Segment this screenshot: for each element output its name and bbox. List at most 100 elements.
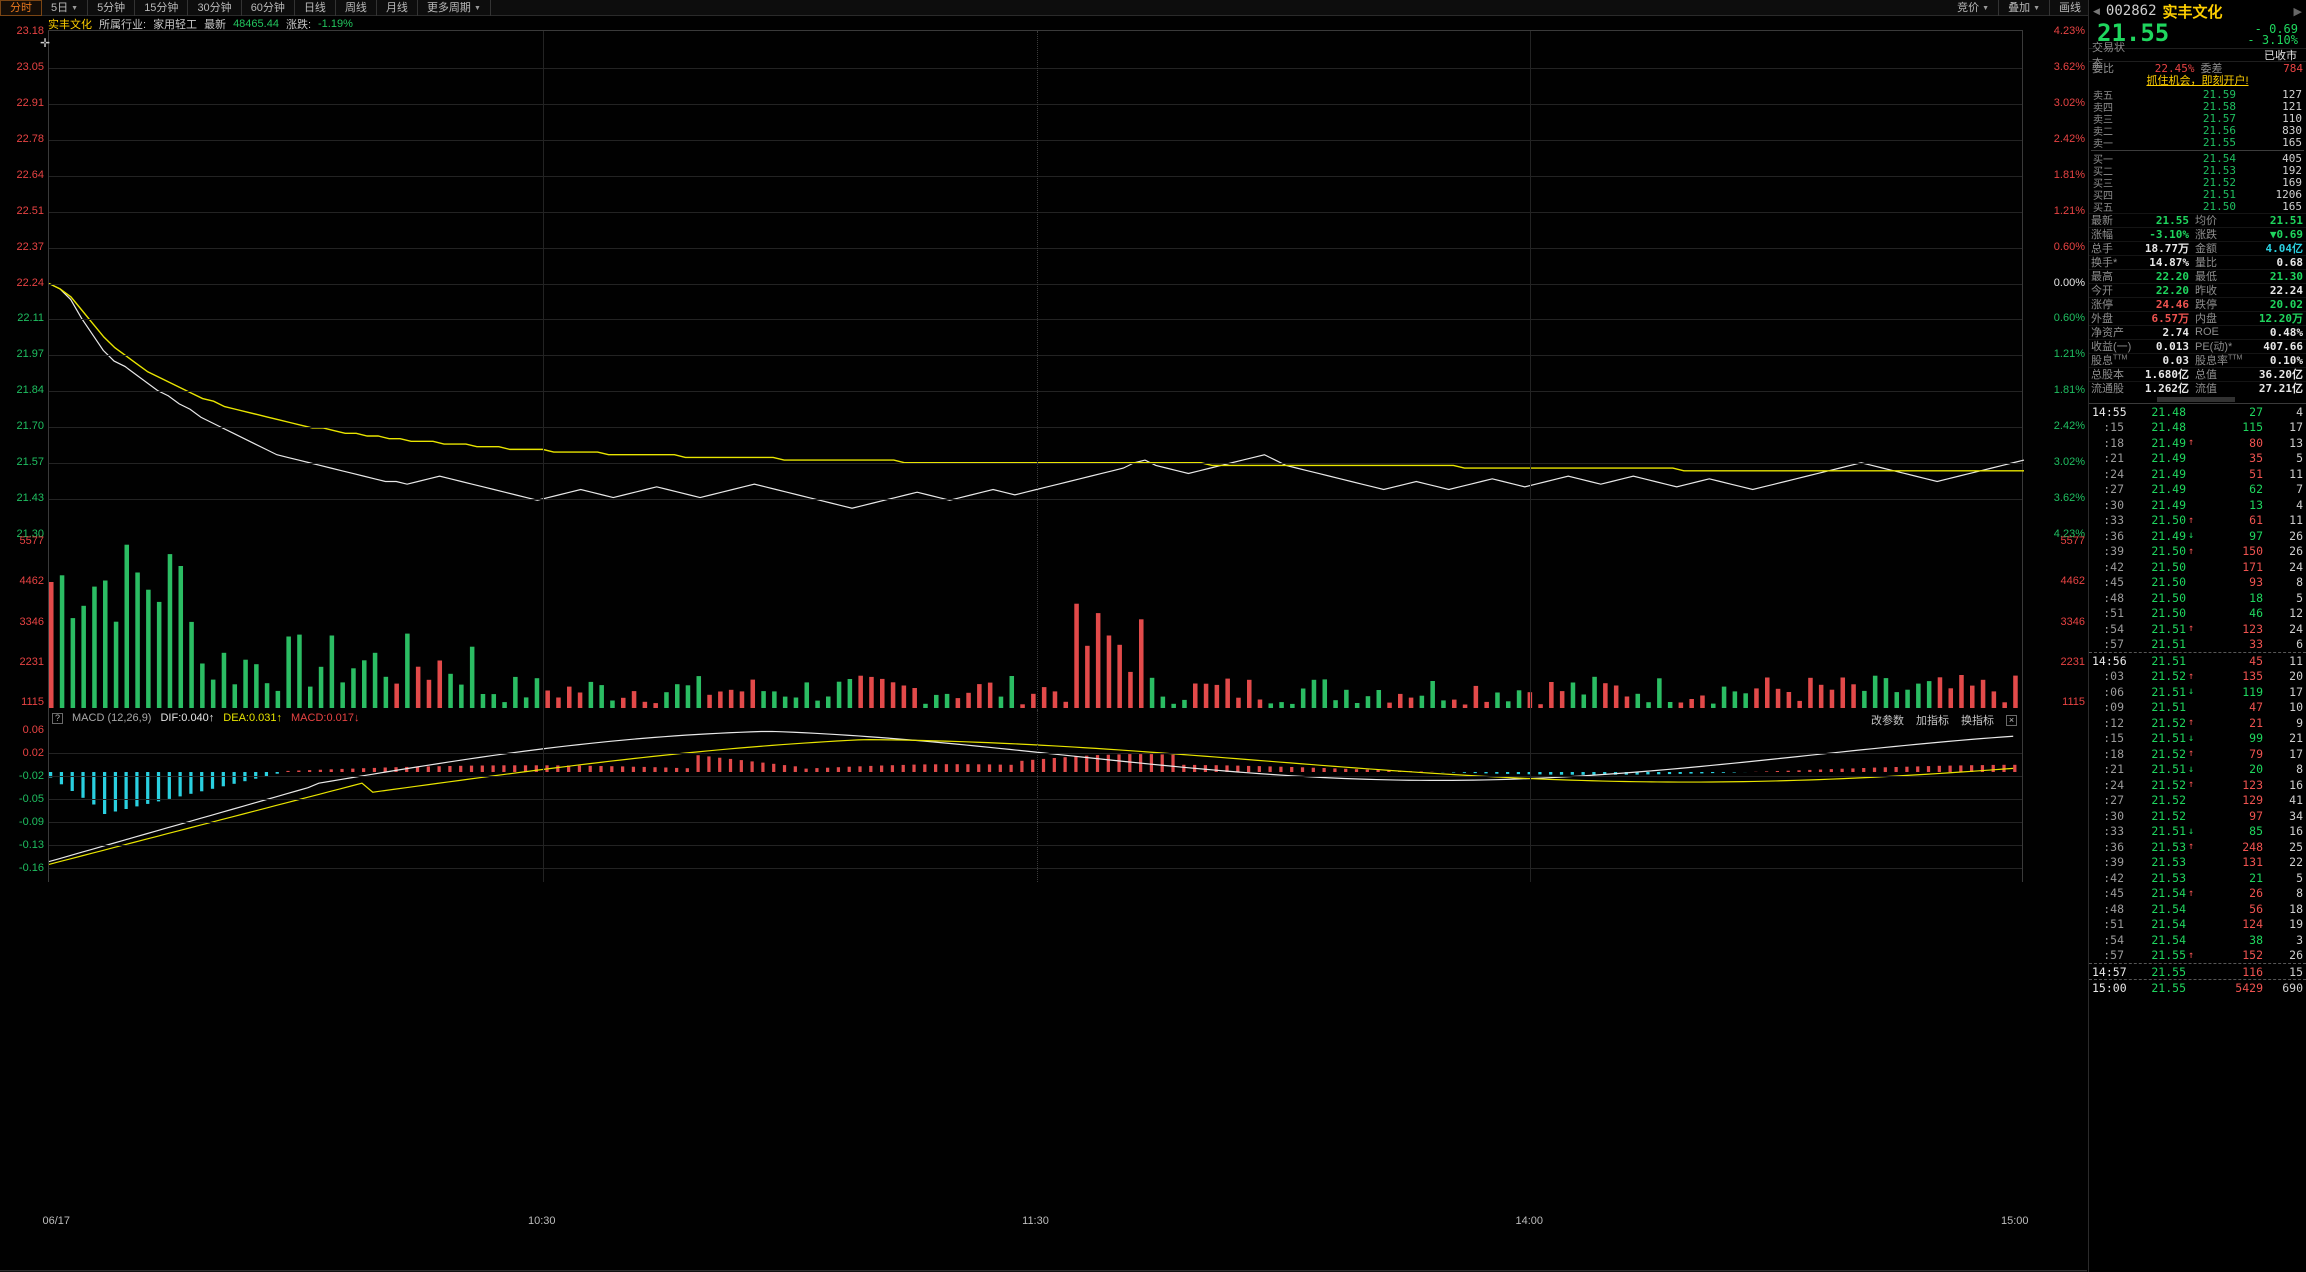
bid-row[interactable]: 买五 21.50 165 — [2089, 200, 2306, 214]
tick-row[interactable]: :30 21.52 97 34 — [2089, 808, 2306, 824]
tick-row[interactable]: :24 21.49 51 11 — [2089, 466, 2306, 482]
macd-action-params[interactable]: 改参数 — [1871, 715, 1904, 727]
tick-row[interactable]: :48 21.50 18 5 — [2089, 590, 2306, 606]
chart-area[interactable]: 23.18 23.05 22.91 22.78 22.64 22.51 22.37 22.24… — [0, 25, 2087, 1272]
bid-row[interactable]: 买三 21.52 169 — [2089, 176, 2306, 190]
tick-row[interactable]: :33 21.50 ↑ 61 11 — [2089, 512, 2306, 528]
tick-row[interactable]: :30 21.49 13 4 — [2089, 497, 2306, 513]
tick-price: 21.50 — [2151, 513, 2186, 528]
volume-bar — [1279, 702, 1284, 708]
volume-plot[interactable] — [48, 535, 2023, 710]
tick-row[interactable]: :51 21.50 46 12 — [2089, 605, 2306, 621]
resize-grip[interactable] — [2157, 396, 2235, 402]
tick-row[interactable]: :15 21.51 ↓ 99 21 — [2089, 730, 2306, 746]
stat-value: 4.04亿 — [2265, 242, 2304, 256]
close-icon[interactable]: × — [2006, 714, 2017, 726]
tick-row[interactable]: :03 21.52 ↑ 135 20 — [2089, 668, 2306, 684]
tick-row[interactable]: :45 21.54 ↑ 26 8 — [2089, 885, 2306, 901]
macd-action-add[interactable]: 加指标 — [1916, 715, 1949, 727]
ask-row[interactable]: 卖三 21.57 110 — [2089, 112, 2306, 126]
period-tab-7[interactable]: 周线 — [336, 0, 377, 16]
industry-value[interactable]: 家用轻工 — [153, 19, 198, 31]
period-tab-5[interactable]: 60分钟 — [242, 0, 295, 16]
price-panel[interactable]: 23.18 23.05 22.91 22.78 22.64 22.51 22.37 22.24… — [0, 25, 2087, 540]
period-tab-4[interactable]: 30分钟 — [188, 0, 242, 16]
tick-row[interactable]: :36 21.53 ↑ 248 25 — [2089, 839, 2306, 855]
price-plot[interactable] — [48, 30, 2025, 535]
chevron-down-icon[interactable]: ▼ — [1982, 4, 1990, 12]
view-tool-2[interactable]: 画线 — [2050, 0, 2092, 16]
tick-row[interactable]: :33 21.51 ↓ 85 16 — [2089, 823, 2306, 839]
tick-row[interactable]: 14:56 21.51 45 11 — [2089, 653, 2306, 669]
macd-histogram-bar — [1063, 757, 1067, 772]
period-tab-1[interactable]: 5日 ▼ — [42, 0, 89, 16]
tick-row[interactable]: :57 21.51 33 6 — [2089, 636, 2306, 652]
tick-row[interactable]: :51 21.54 124 19 — [2089, 916, 2306, 932]
tick-row[interactable]: :18 21.49 ↑ 80 13 — [2089, 435, 2306, 451]
period-tab-3[interactable]: 15分钟 — [135, 0, 189, 16]
help-icon[interactable]: ? — [52, 712, 63, 724]
macd-action-change[interactable]: 换指标 — [1961, 715, 1994, 727]
tick-row[interactable]: :09 21.51 47 10 — [2089, 699, 2306, 715]
period-tab-9[interactable]: 更多周期 ▼ — [418, 0, 491, 16]
macd-plot[interactable] — [48, 710, 2023, 882]
tick-row[interactable]: :39 21.53 131 22 — [2089, 854, 2306, 870]
tick-row[interactable]: :15 21.48 115 17 — [2089, 419, 2306, 435]
tick-row[interactable]: :42 21.50 171 24 — [2089, 559, 2306, 575]
tick-row[interactable]: :36 21.49 ↓ 97 26 — [2089, 528, 2306, 544]
tick-row[interactable]: :06 21.51 ↓ 119 17 — [2089, 684, 2306, 700]
tick-row[interactable]: 14:55 21.48 27 4 — [2089, 404, 2306, 420]
tick-row[interactable]: :21 21.49 35 5 — [2089, 450, 2306, 466]
gridline — [49, 139, 2022, 141]
volume-panel[interactable]: 5577 4462 3346 2231 1115 5577 4462 3346 2231 111… — [0, 535, 2087, 710]
tick-volume: 123 — [2242, 621, 2263, 636]
tick-row[interactable]: :18 21.52 ↑ 79 17 — [2089, 746, 2306, 762]
volume-bar — [631, 691, 637, 708]
next-stock-icon[interactable]: ▶ — [2293, 5, 2302, 18]
chevron-down-icon[interactable]: ▼ — [473, 4, 481, 12]
tick-row[interactable]: :21 21.51 ↓ 20 8 — [2089, 761, 2306, 777]
tick-row[interactable]: :54 21.54 38 3 — [2089, 932, 2306, 948]
tick-row[interactable]: :27 21.49 62 7 — [2089, 481, 2306, 497]
view-tool-0[interactable]: 竞价 ▼ — [1948, 0, 2000, 16]
macd-histogram-bar — [1225, 765, 1229, 772]
tick-row[interactable]: :42 21.53 21 5 — [2089, 870, 2306, 886]
macd-histogram-bar — [1041, 758, 1046, 772]
tick-row[interactable]: 14:57 21.55 116 15 — [2089, 964, 2306, 980]
macd-panel[interactable]: ? MACD (12,26,9) DIF:0.040↑ DEA:0.031↑ M… — [0, 710, 2087, 882]
tick-row[interactable]: :57 21.55 ↑ 152 26 — [2089, 947, 2306, 963]
tick-list[interactable]: 14:55 21.48 27 4:15 21.48 115 17:18 21.49 ↑ 80 13:… — [2089, 404, 2306, 996]
tick-row[interactable]: :39 21.50 ↑ 150 26 — [2089, 543, 2306, 559]
tick-count: 18 — [2289, 901, 2303, 916]
tick-row[interactable]: :27 21.52 129 41 — [2089, 792, 2306, 808]
view-tool-1[interactable]: 叠加 ▼ — [1999, 0, 2051, 16]
ask-row[interactable]: 卖四 21.58 121 — [2089, 100, 2306, 114]
volume-bar — [880, 678, 885, 708]
panel-resize-handle[interactable] — [2089, 394, 2306, 403]
volume-bar — [49, 582, 54, 708]
prev-stock-icon[interactable]: ◀ — [2093, 5, 2100, 16]
macd-histogram-bar — [912, 764, 916, 772]
bid-row[interactable]: 买四 21.51 1206 — [2089, 188, 2306, 202]
period-tab-6[interactable]: 日线 — [295, 0, 336, 16]
tick-row[interactable]: :12 21.52 ↑ 21 9 — [2089, 715, 2306, 731]
period-tab-0[interactable]: 分时 — [0, 0, 42, 16]
promo-banner[interactable]: 抓住机会，即刻开户! — [2146, 75, 2249, 87]
tick-row[interactable]: :54 21.51 ↑ 123 24 — [2089, 621, 2306, 637]
tick-price: 21.48 — [2151, 420, 2186, 435]
tick-row[interactable]: :45 21.50 93 8 — [2089, 574, 2306, 590]
tick-row[interactable]: 15:00 21.55 5429 690 — [2089, 980, 2306, 996]
ask-row[interactable]: 卖五 21.59 127 — [2089, 88, 2306, 102]
tick-row[interactable]: :24 21.52 ↑ 123 16 — [2089, 777, 2306, 793]
volume-bar — [1797, 700, 1802, 708]
bid-row[interactable]: 买一 21.54 405 — [2089, 152, 2306, 166]
stat-label: 换手* — [2091, 257, 2118, 270]
tick-row[interactable]: :48 21.54 56 18 — [2089, 901, 2306, 917]
period-tab-2[interactable]: 5分钟 — [88, 0, 136, 16]
bid-row[interactable]: 买二 21.53 192 — [2089, 164, 2306, 178]
ask-row[interactable]: 卖一 21.55 165 — [2089, 136, 2306, 150]
ask-row[interactable]: 卖二 21.56 830 — [2089, 124, 2306, 138]
chevron-down-icon[interactable]: ▼ — [71, 4, 79, 12]
chevron-down-icon[interactable]: ▼ — [2033, 4, 2041, 12]
period-tab-8[interactable]: 月线 — [377, 0, 418, 16]
